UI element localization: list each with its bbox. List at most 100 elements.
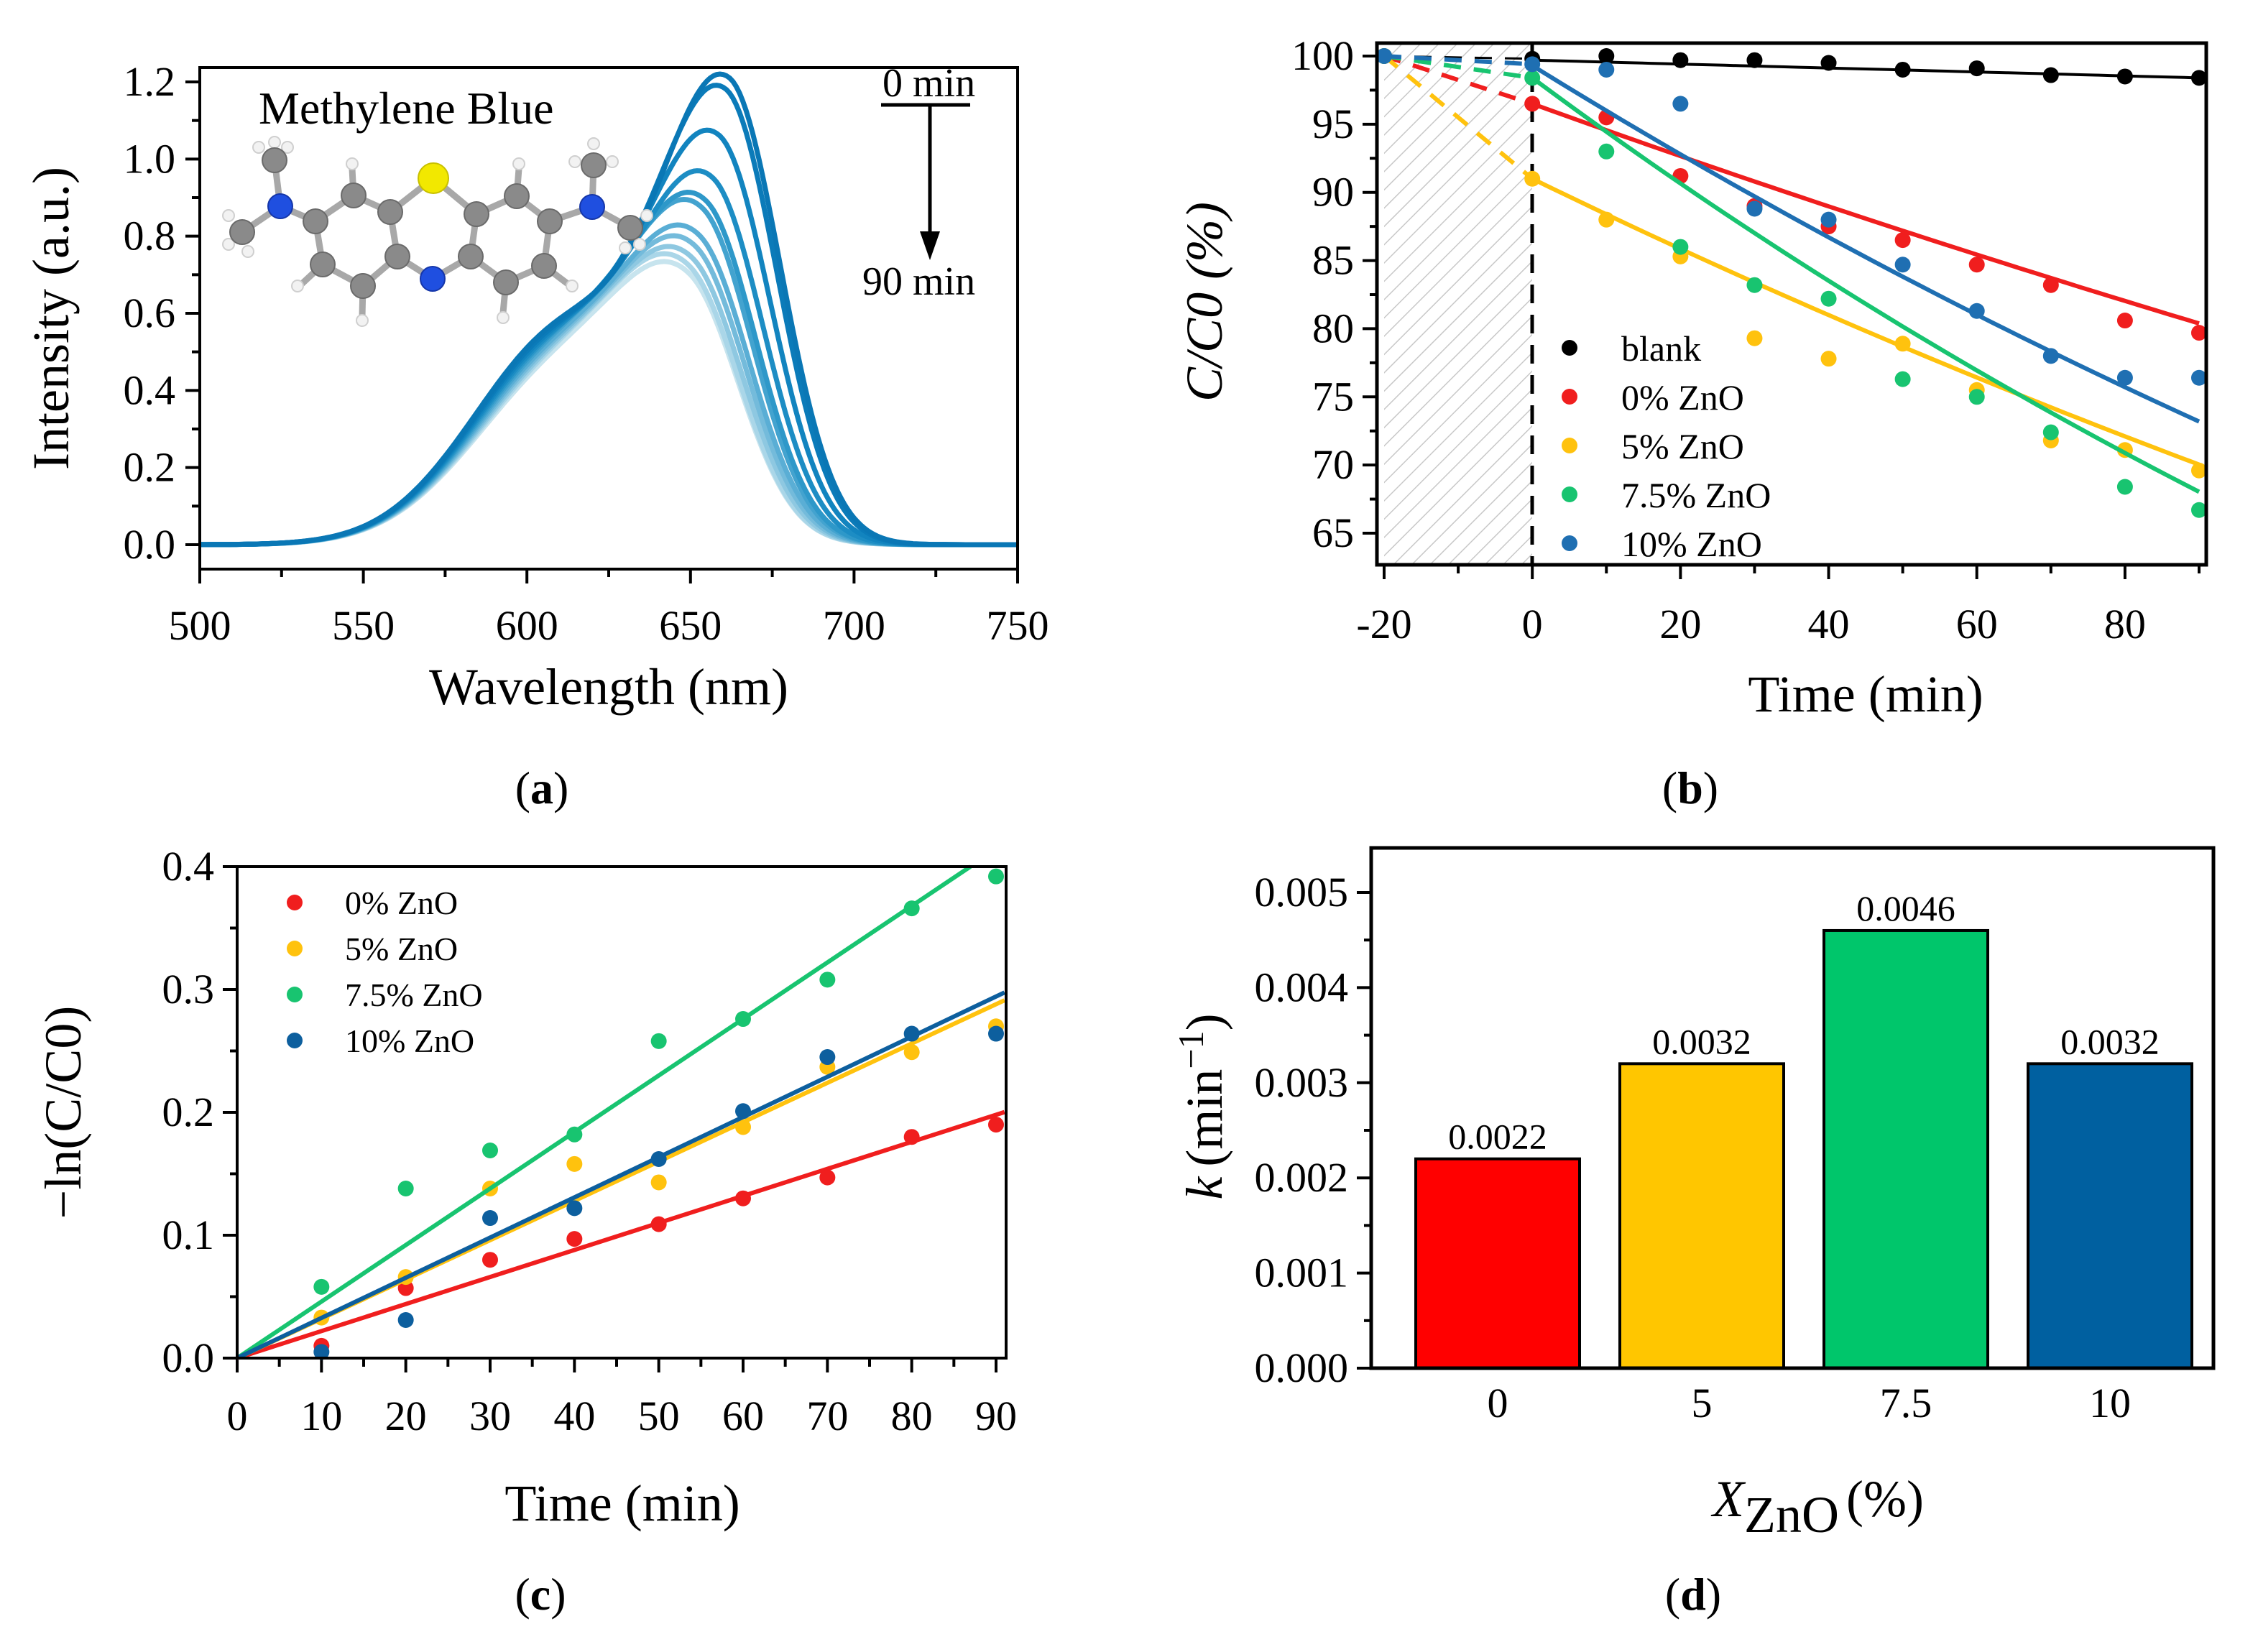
y-tick-label: 0.8: [124, 213, 176, 259]
carbon-atom: [493, 269, 519, 295]
y-tick-label: 0.0: [124, 521, 176, 568]
x-tick-label: 10: [300, 1393, 342, 1439]
legend-label: 10% ZnO: [345, 1023, 474, 1059]
y-tick-label: 0.3: [162, 966, 215, 1012]
hydrogen-atom: [268, 136, 281, 149]
legend-label: 5% ZnO: [345, 931, 458, 967]
data-point: [1894, 61, 1911, 78]
data-point: [2042, 277, 2059, 293]
data-point: [1598, 48, 1615, 64]
panel-b-axes: -20 0 20 40 60 80 65 70 75 80 85 90 95 100: [1291, 32, 2201, 647]
y-tick-label: 0.004: [1255, 964, 1349, 1010]
y-tick-label: 0.4: [162, 843, 215, 890]
data-point: [313, 1278, 330, 1295]
y-tick-label: 0.2: [124, 444, 176, 491]
x-tick-label: 550: [332, 602, 395, 649]
panel-a: 500 550 600 650 700 7500.00.20.40.60.81.01.2 …: [22, 58, 1049, 813]
carbon-atom: [617, 215, 643, 241]
y-tick-label: 0.0: [162, 1334, 215, 1381]
caption-b: (b): [1662, 762, 1718, 813]
x-axis-title: Time (min): [504, 1475, 739, 1532]
bar: [2027, 1062, 2193, 1370]
data-point: [988, 868, 1004, 885]
data-point: [1524, 70, 1541, 86]
carbon-atom: [581, 152, 607, 178]
bar-value-label: 0.0032: [1652, 1021, 1751, 1061]
y-tick-label: 85: [1312, 237, 1354, 284]
caption-a: (a): [515, 762, 569, 813]
plot-frame: [1369, 846, 2216, 1370]
hydrogen-atom: [241, 245, 254, 258]
legend-marker: [1562, 438, 1577, 453]
bar-value-label: 0.0032: [2060, 1021, 2160, 1061]
data-point: [397, 1181, 414, 1197]
x-tick-label: 0: [1522, 601, 1543, 647]
fit-line: [1531, 177, 2201, 467]
fit-line: [1532, 58, 2200, 80]
data-point: [650, 1174, 667, 1191]
data-point: [2042, 348, 2059, 364]
caption-c: (c): [515, 1569, 566, 1620]
x-tick-label: 80: [891, 1393, 933, 1439]
fit-line: [236, 864, 972, 1360]
x-tick-label: 10: [2089, 1380, 2131, 1426]
nitrogen-atom: [267, 193, 293, 219]
y-tick-label: 75: [1312, 373, 1354, 420]
x-tick-label: 40: [553, 1393, 595, 1439]
end-time-label: 90 min: [862, 259, 975, 304]
data-point: [1376, 48, 1392, 64]
adsorption-line: [1383, 54, 1534, 106]
data-point: [819, 972, 836, 988]
bar-value-label: 0.0046: [1856, 888, 1955, 928]
data-point: [2191, 70, 2207, 86]
carbon-atom: [262, 147, 287, 173]
data-point: [1524, 96, 1541, 112]
panel-c-series: [236, 864, 1006, 1360]
arrow-down-icon: [920, 231, 940, 260]
data-point: [735, 1119, 751, 1135]
y-tick-label: 80: [1312, 305, 1354, 351]
y-tick-label: 0.002: [1255, 1154, 1349, 1201]
hydrogen-atom: [346, 157, 359, 170]
x-tick-label: 5: [1692, 1380, 1713, 1426]
y-tick-label: 65: [1312, 509, 1354, 556]
data-point: [903, 1129, 920, 1145]
data-point: [903, 900, 920, 917]
data-point: [1894, 257, 1911, 273]
legend-label: 5% ZnO: [1621, 426, 1744, 466]
data-point: [1820, 55, 1837, 71]
x-tick-label: 20: [385, 1393, 427, 1439]
methylene-blue-molecule-icon: [222, 136, 653, 327]
hydrogen-atom: [291, 280, 304, 292]
spectrum-line: [200, 71, 1018, 548]
data-point: [1820, 290, 1837, 307]
hydrogen-atom: [606, 155, 619, 168]
data-point: [566, 1155, 583, 1172]
x-tick-label: 20: [1659, 601, 1701, 647]
hydrogen-atom: [356, 314, 369, 327]
y-tick-label: 0.1: [162, 1212, 215, 1258]
legend-label: 0% ZnO: [1621, 377, 1744, 417]
x-tick-label: 60: [1956, 601, 1998, 647]
panel-b-legend: blank 0% ZnO 5% ZnO 7.5% ZnO 10% ZnO: [1562, 328, 1771, 564]
data-point: [1746, 277, 1763, 293]
panel-c: 0 10 20 30 40 50 60 70 80 90 0.0 0.1 0.2 0.3 0.4 0% Zn…: [34, 843, 1017, 1620]
hydrogen-atom: [252, 141, 265, 154]
data-point: [313, 1344, 330, 1360]
nitrogen-atom: [420, 266, 446, 292]
carbon-atom: [350, 273, 376, 299]
legend-label: 7.5% ZnO: [345, 977, 483, 1013]
hydrogen-atom: [512, 157, 525, 170]
data-point: [650, 1150, 667, 1167]
data-point: [1672, 96, 1689, 112]
data-point: [1746, 330, 1763, 346]
y-axis-title: k(min−1): [1171, 1013, 1233, 1199]
carbon-atom: [464, 201, 489, 227]
data-point: [1672, 52, 1689, 68]
data-point: [1968, 303, 1985, 319]
x-tick-label: 90: [975, 1393, 1017, 1439]
data-point: [1968, 257, 1985, 273]
panel-d-axes: 0.000 0.001 0.002 0.003 0.004 0.005: [1255, 869, 1371, 1391]
carbon-atom: [303, 208, 328, 234]
